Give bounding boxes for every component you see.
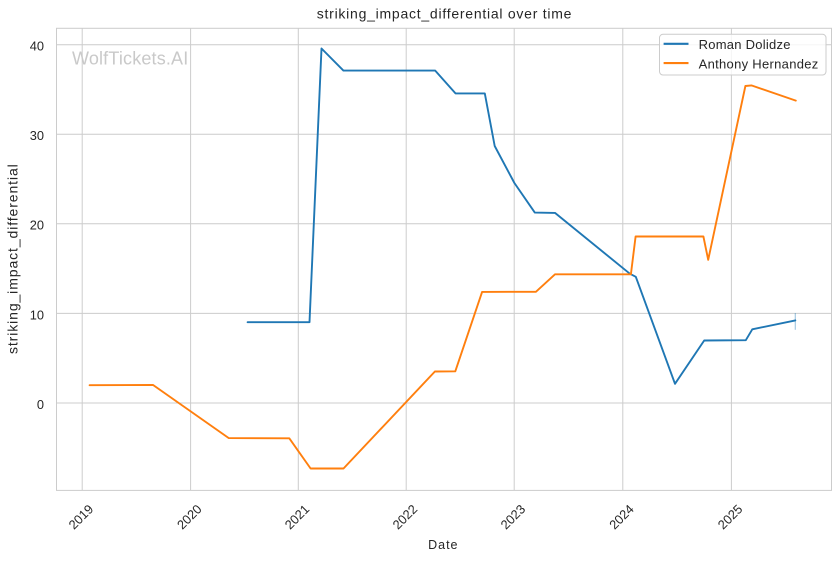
svg-text:10: 10 [30,307,44,322]
svg-text:Date: Date [428,538,458,552]
svg-text:30: 30 [30,128,44,143]
svg-text:striking_impact_differential: striking_impact_differential [5,163,21,354]
svg-text:Anthony Hernandez: Anthony Hernandez [699,56,819,71]
svg-text:striking_impact_differential o: striking_impact_differential over time [317,6,572,22]
svg-text:40: 40 [30,39,44,54]
svg-text:0: 0 [37,397,44,412]
svg-text:WolfTickets.AI: WolfTickets.AI [72,49,188,69]
svg-text:Roman Dolidze: Roman Dolidze [699,37,791,52]
svg-text:20: 20 [30,218,44,233]
